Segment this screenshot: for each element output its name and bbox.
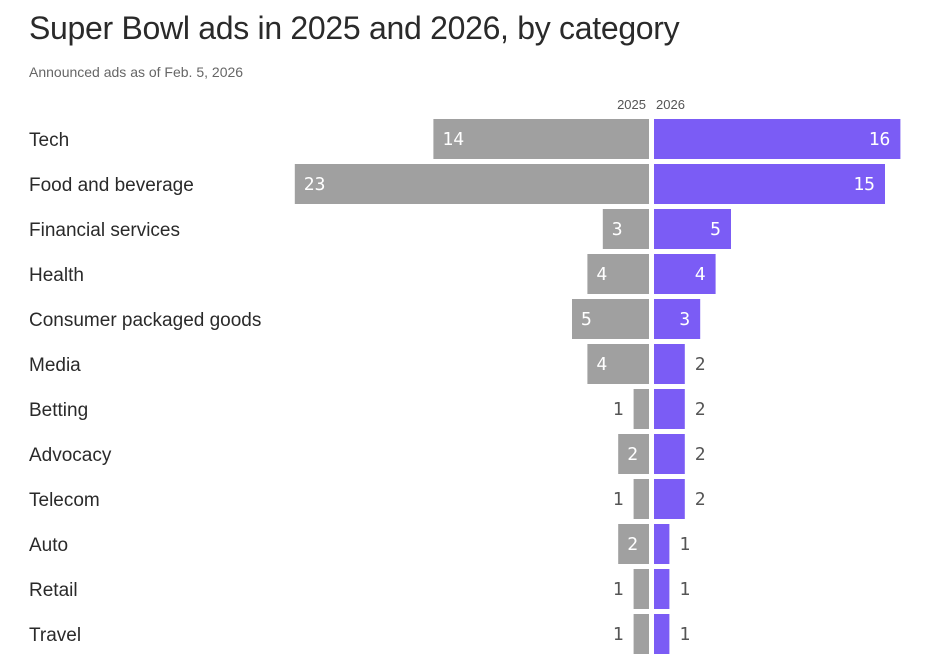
value-label-2025: 23 (304, 174, 326, 195)
category-label: Media (29, 355, 81, 376)
bar-2026 (654, 119, 901, 159)
bar-2026 (654, 524, 670, 564)
value-label-2026: 15 (853, 174, 875, 195)
value-label-2026: 2 (695, 354, 706, 375)
value-label-2026: 2 (695, 399, 706, 420)
bar-2025 (433, 119, 649, 159)
category-label: Tech (29, 130, 69, 151)
bar-2025 (633, 479, 649, 519)
value-label-2026: 2 (695, 444, 706, 465)
category-label: Retail (29, 580, 78, 601)
chart-subtitle: Announced ads as of Feb. 5, 2026 (29, 64, 244, 80)
bar-2026 (654, 389, 685, 429)
category-label: Travel (29, 625, 81, 646)
value-label-2026: 16 (869, 129, 891, 150)
bar-2026 (654, 434, 685, 474)
value-label-2026: 1 (679, 579, 690, 600)
category-label: Consumer packaged goods (29, 310, 261, 331)
bar-2025 (633, 389, 649, 429)
bar-2026 (654, 299, 701, 339)
bar-2025 (602, 209, 649, 249)
bar-2025 (633, 569, 649, 609)
chart-title: Super Bowl ads in 2025 and 2026, by cate… (29, 10, 680, 46)
category-label: Betting (29, 400, 88, 421)
value-label-2026: 1 (679, 624, 690, 645)
bar-2026 (654, 254, 716, 294)
bar-2026 (654, 569, 670, 609)
category-label: Auto (29, 535, 68, 556)
bar-2026 (654, 479, 685, 519)
value-label-2025: 2 (627, 534, 638, 555)
value-label-2026: 2 (695, 489, 706, 510)
category-label: Telecom (29, 490, 100, 511)
value-label-2025: 1 (613, 624, 624, 645)
value-label-2025: 4 (596, 354, 607, 375)
category-label: Health (29, 265, 84, 286)
value-label-2025: 1 (613, 489, 624, 510)
legend-2026: 2026 (656, 97, 685, 112)
value-label-2025: 2 (627, 444, 638, 465)
value-label-2025: 3 (612, 219, 623, 240)
bar-2025 (587, 344, 649, 384)
value-label-2025: 1 (613, 399, 624, 420)
bar-2025 (587, 254, 649, 294)
bar-2026 (654, 614, 670, 654)
value-label-2026: 1 (679, 534, 690, 555)
bar-2025 (294, 164, 649, 204)
bar-2025 (572, 299, 649, 339)
value-label-2025: 14 (442, 129, 464, 150)
value-label-2026: 4 (695, 264, 706, 285)
value-label-2026: 5 (710, 219, 721, 240)
bar-2025 (633, 614, 649, 654)
bar-2026 (654, 164, 885, 204)
bar-2026 (654, 344, 685, 384)
value-label-2025: 5 (581, 309, 592, 330)
legend-2025: 2025 (617, 97, 646, 112)
category-label: Financial services (29, 220, 180, 241)
bar-2025 (618, 524, 649, 564)
value-label-2026: 3 (679, 309, 690, 330)
category-label: Advocacy (29, 445, 112, 466)
bar-2026 (654, 209, 731, 249)
value-label-2025: 4 (596, 264, 607, 285)
bar-2025 (618, 434, 649, 474)
value-label-2025: 1 (613, 579, 624, 600)
category-label: Food and beverage (29, 175, 194, 196)
